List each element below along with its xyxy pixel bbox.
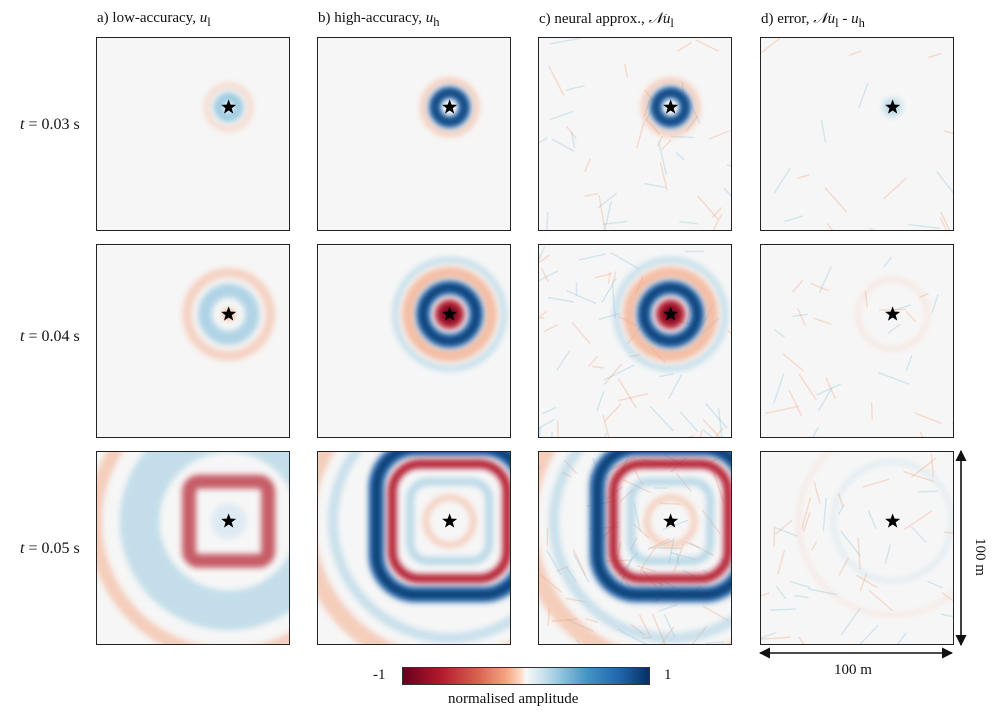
colorbar-title: normalised amplitude — [448, 691, 578, 708]
colorbar-max-label: 1 — [664, 667, 672, 684]
wavefield-image — [318, 245, 510, 437]
wavefield-panel-r1-c1 — [96, 37, 290, 231]
column-title-a: a) low-accuracy, ul — [97, 10, 211, 30]
wavefield-panel-r3-c1 — [96, 451, 290, 645]
wavefield-image — [539, 452, 731, 644]
wavefield-panel-r1-c4 — [760, 37, 954, 231]
wavefield-panel-r2-c3 — [538, 244, 732, 438]
wavefield-image — [539, 245, 731, 437]
column-title-b: b) high-accuracy, uh — [318, 10, 439, 30]
row-label-t005: t = 0.05 s — [20, 540, 80, 558]
wavefield-image — [539, 38, 731, 230]
source-star-icon — [442, 513, 457, 527]
wavefield-panel-r3-c3 — [538, 451, 732, 645]
column-title-c: c) neural approx., 𝒩ul — [539, 10, 674, 31]
wavefield-panel-r2-c4 — [760, 244, 954, 438]
wavefield-image — [761, 452, 953, 644]
row-label-t003: t = 0.03 s — [20, 116, 80, 134]
wavefield-panel-r3-c4 — [760, 451, 954, 645]
wavefield-image — [97, 452, 289, 644]
colorbar-min-label: -1 — [373, 667, 386, 684]
horizontal-scale-label: 100 m — [834, 662, 872, 679]
wavefield-panel-r1-c3 — [538, 37, 732, 231]
column-title-d: d) error, 𝒩ul - uh — [761, 10, 865, 31]
wavefield-image — [761, 245, 953, 437]
source-star-icon — [885, 513, 900, 527]
vertical-scale-label: 100 m — [971, 538, 988, 576]
wavefield-image — [318, 452, 510, 644]
wavefield-image — [97, 38, 289, 230]
wavefield-panel-r1-c2 — [317, 37, 511, 231]
row-label-t004: t = 0.04 s — [20, 328, 80, 346]
colorbar — [402, 667, 650, 685]
wavefield-panel-r2-c1 — [96, 244, 290, 438]
wavefield-image — [318, 38, 510, 230]
wavefield-panel-r2-c2 — [317, 244, 511, 438]
wavefield-panel-r3-c2 — [317, 451, 511, 645]
wavefield-image — [97, 245, 289, 437]
wavefield-image — [761, 38, 953, 230]
